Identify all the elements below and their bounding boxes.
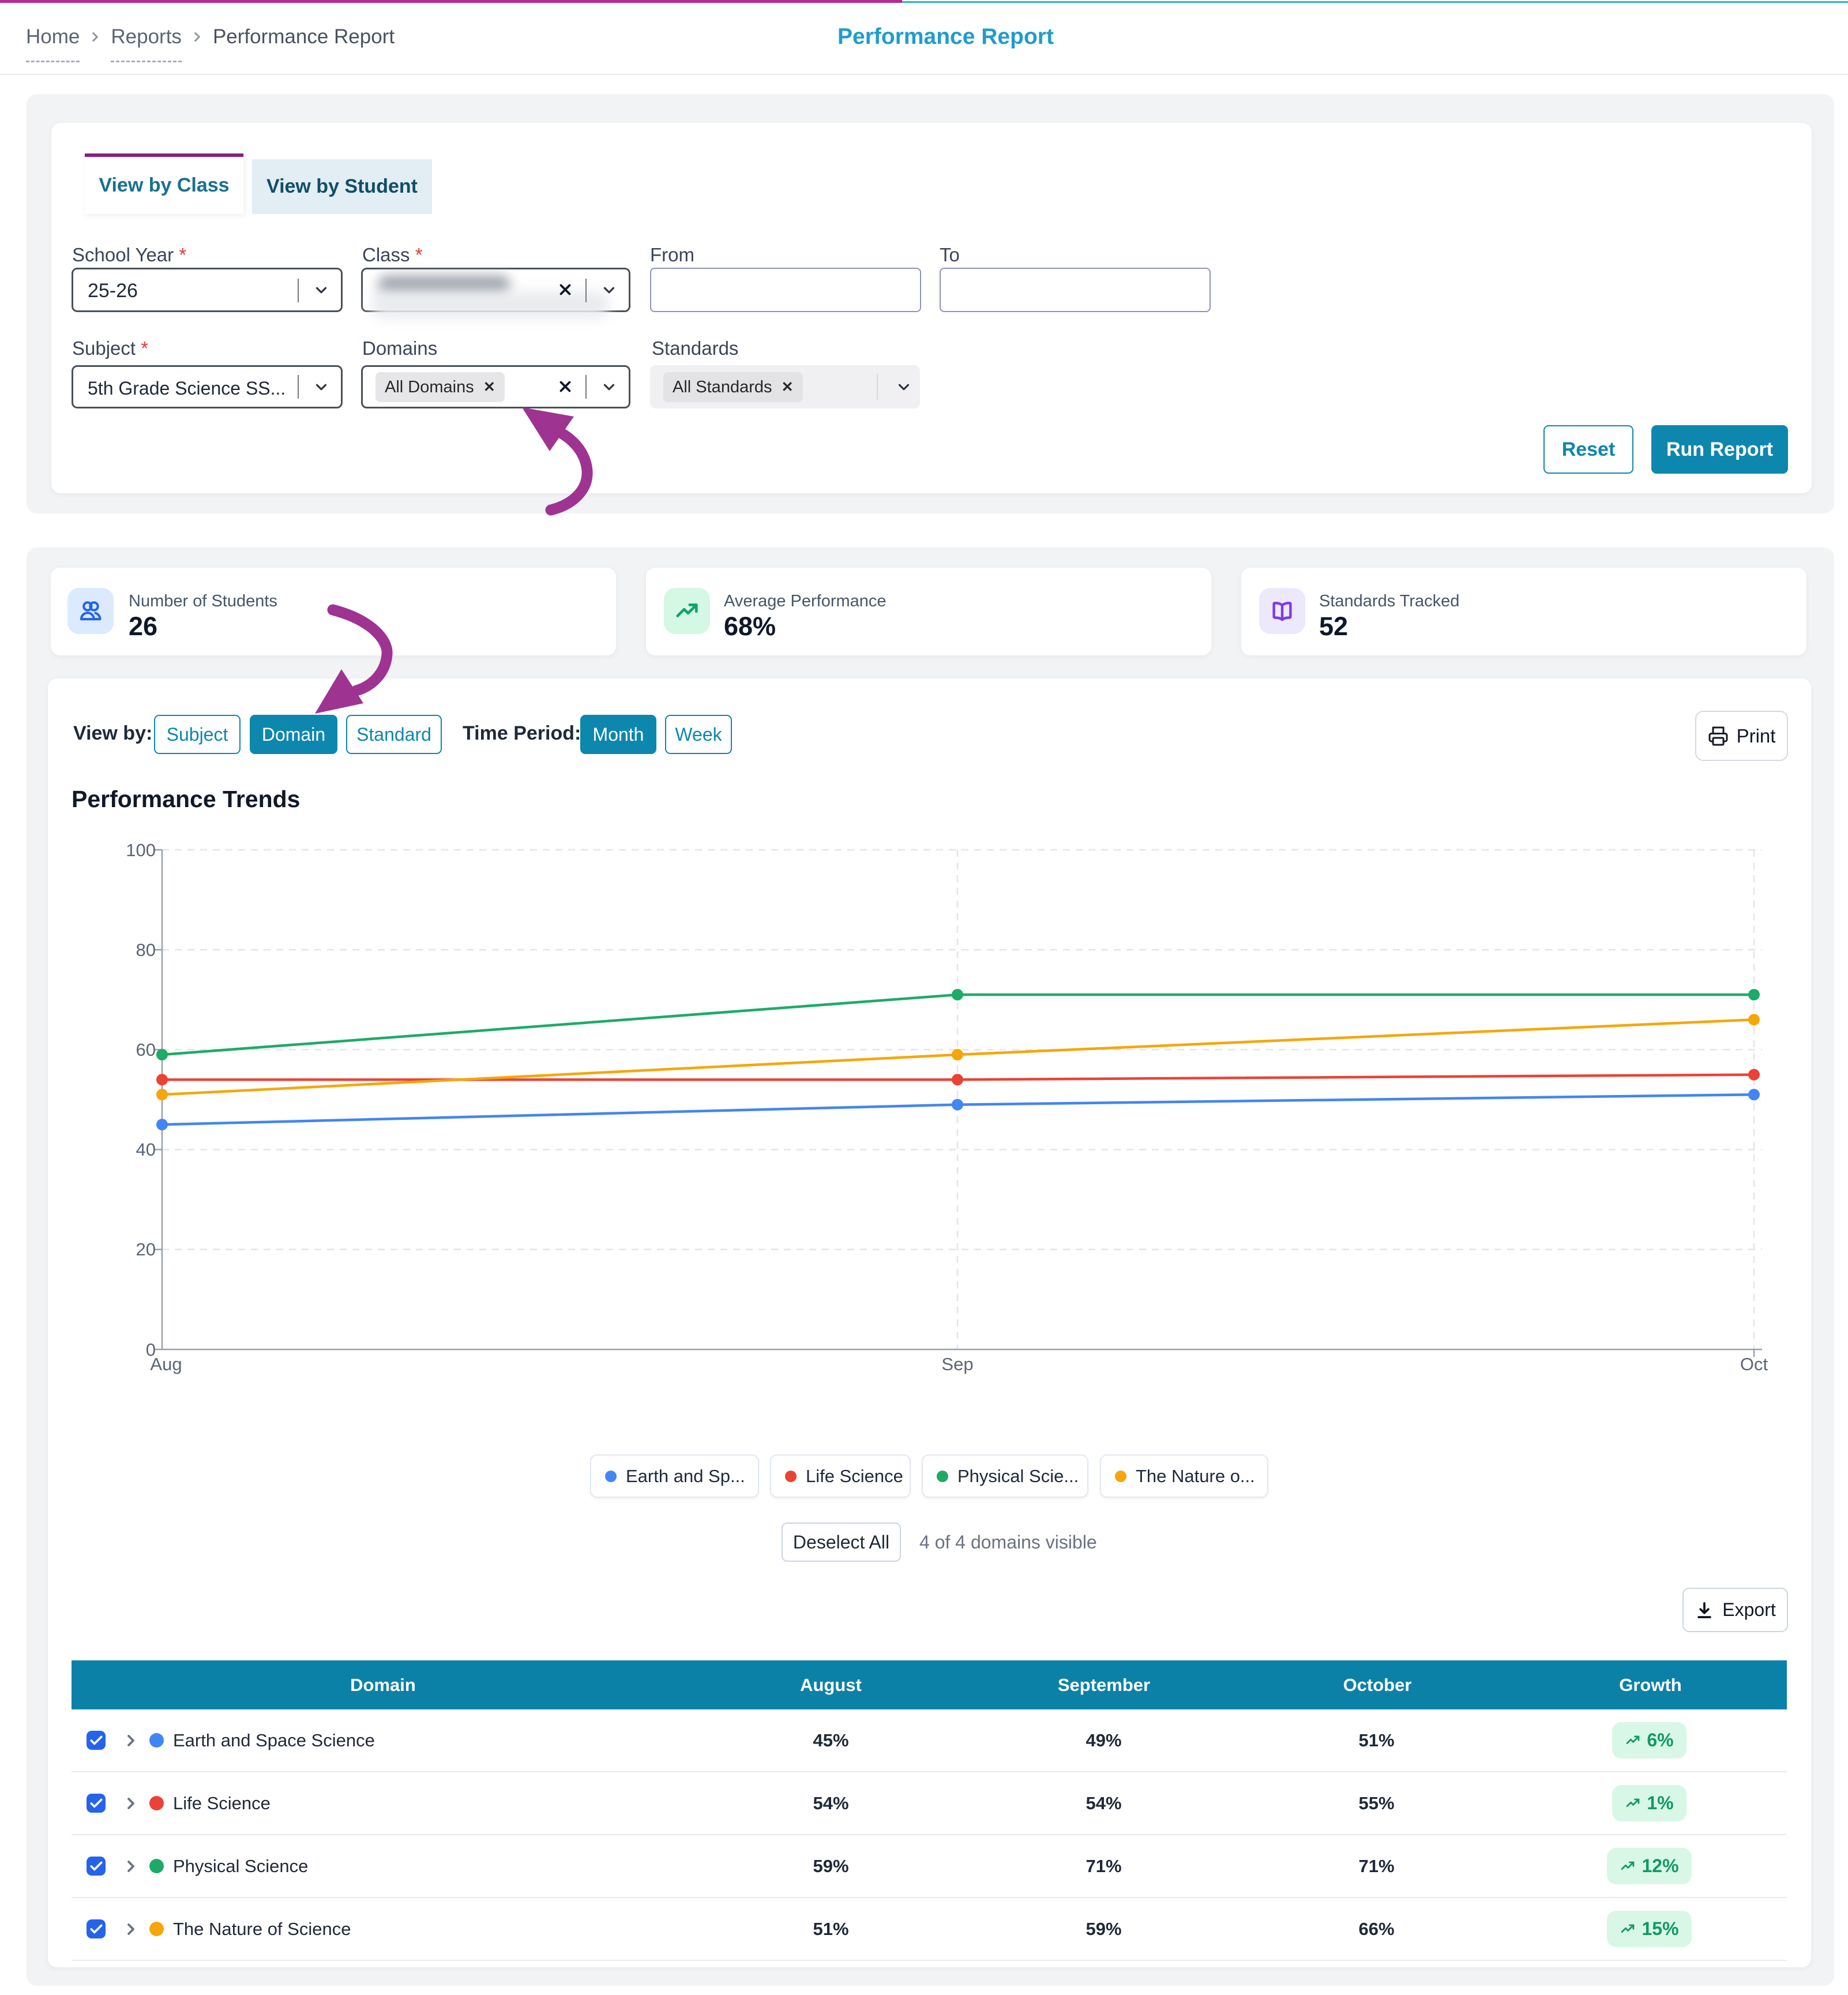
- svg-text:80: 80: [136, 940, 156, 960]
- svg-text:100: 100: [126, 840, 156, 860]
- svg-text:60: 60: [136, 1040, 156, 1060]
- svg-text:Oct: Oct: [1740, 1354, 1768, 1374]
- svg-text:20: 20: [136, 1239, 156, 1259]
- svg-text:Sep: Sep: [941, 1354, 973, 1374]
- svg-text:0: 0: [146, 1340, 156, 1360]
- svg-text:40: 40: [136, 1139, 156, 1160]
- svg-text:Aug: Aug: [150, 1354, 182, 1374]
